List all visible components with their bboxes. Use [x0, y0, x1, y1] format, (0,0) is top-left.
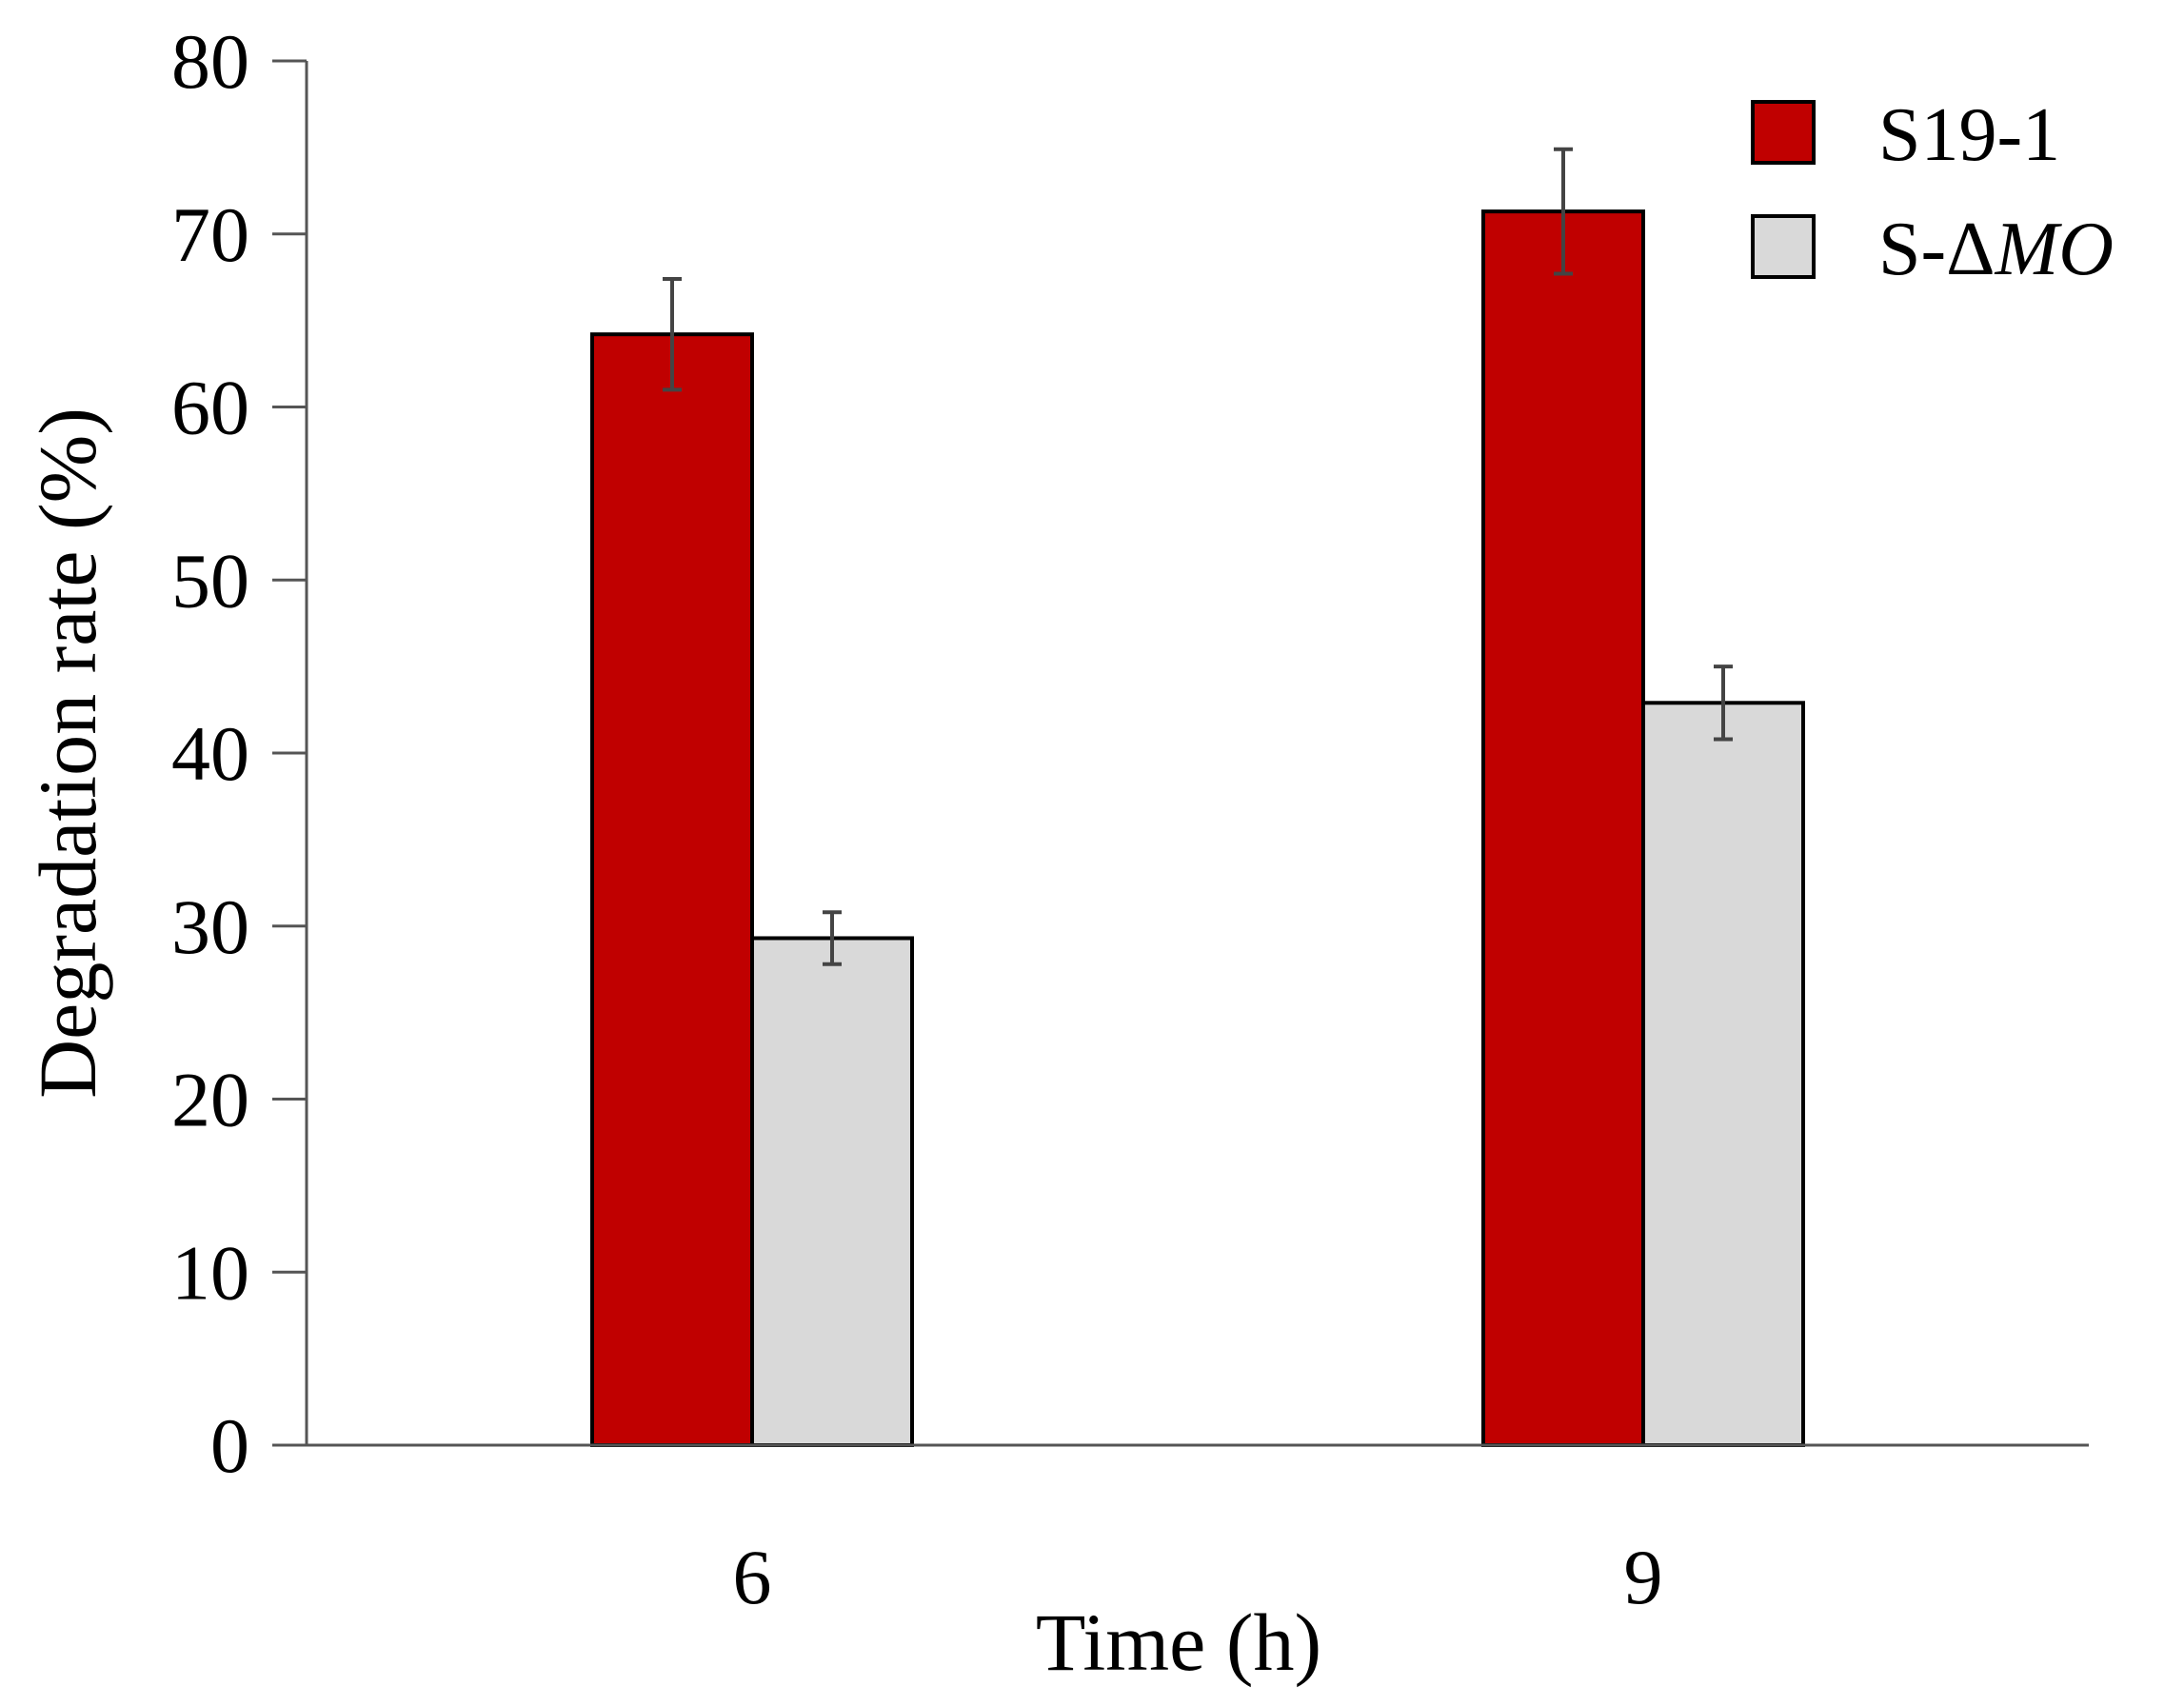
y-tick-label: 0	[210, 1402, 249, 1489]
legend-label: S19-1	[1878, 93, 2060, 177]
bar-s-delta-mo-6	[750, 936, 914, 1447]
error-bar	[1714, 665, 1733, 742]
legend-label: S-ΔMO	[1878, 208, 2114, 291]
bar-s-delta-mo-9	[1641, 701, 1805, 1447]
y-tick-label: 30	[171, 883, 249, 970]
bar-s19-1-6	[590, 332, 754, 1447]
bar-s19-1-9	[1481, 209, 1645, 1447]
legend-swatch	[1751, 100, 1816, 165]
legend: S19-1 S-ΔMO	[1751, 93, 2114, 291]
error-bar	[823, 910, 842, 966]
error-bar	[663, 277, 682, 392]
error-bar	[1554, 147, 1573, 276]
y-axis-ticks: 0 10 20 30 40 50 60 70 80	[171, 18, 307, 1489]
y-tick-label: 60	[171, 365, 249, 451]
y-tick-label: 10	[171, 1229, 249, 1316]
x-tick-label: 6	[733, 1534, 772, 1620]
y-tick-label: 20	[171, 1057, 249, 1143]
x-tick-label: 9	[1624, 1534, 1663, 1620]
y-tick-label: 40	[171, 710, 249, 797]
y-tick-label: 80	[171, 18, 249, 105]
y-tick-label: 70	[171, 191, 249, 278]
y-tick-label: 50	[171, 537, 249, 624]
legend-swatch	[1751, 214, 1816, 279]
bars	[590, 209, 1805, 1447]
x-axis-title: Time (h)	[1036, 1597, 1321, 1688]
y-axis-title: Degradation rate (%)	[22, 407, 113, 1099]
error-bars	[663, 147, 1733, 966]
